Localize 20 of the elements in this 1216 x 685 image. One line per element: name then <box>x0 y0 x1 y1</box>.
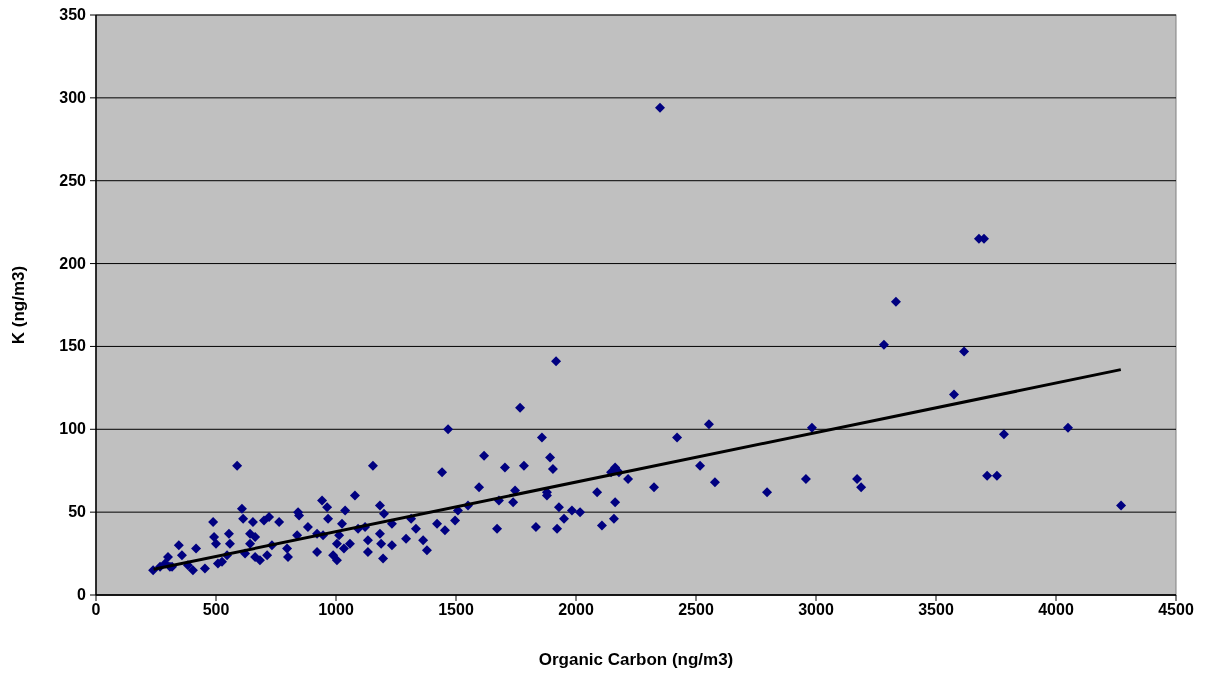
x-tick-label: 3500 <box>918 601 954 618</box>
x-tick-label: 2500 <box>678 601 714 618</box>
x-tick-label: 3000 <box>798 601 834 618</box>
y-tick-label: 300 <box>59 88 87 106</box>
y-axis-title: K (ng/m3) <box>9 265 28 345</box>
y-tick-label: 150 <box>59 337 87 355</box>
y-tick-label: 250 <box>59 171 87 189</box>
y-tick-label: 0 <box>77 586 87 603</box>
y-tick-label: 350 <box>59 6 87 23</box>
y-tick-label: 200 <box>59 254 87 272</box>
x-tick-label: 2000 <box>558 601 594 618</box>
x-axis-title: Organic Carbon (ng/m3) <box>538 650 734 669</box>
x-tick-label: 4500 <box>1158 601 1194 618</box>
y-tick-label: 50 <box>68 503 87 521</box>
x-tick-label: 1500 <box>438 601 474 618</box>
x-tick-label: 1000 <box>318 601 354 618</box>
x-tick-label: 0 <box>91 601 101 618</box>
x-tick-label: 4000 <box>1038 601 1074 618</box>
y-tick-label: 100 <box>59 420 87 438</box>
x-tick-label: 500 <box>202 601 230 618</box>
